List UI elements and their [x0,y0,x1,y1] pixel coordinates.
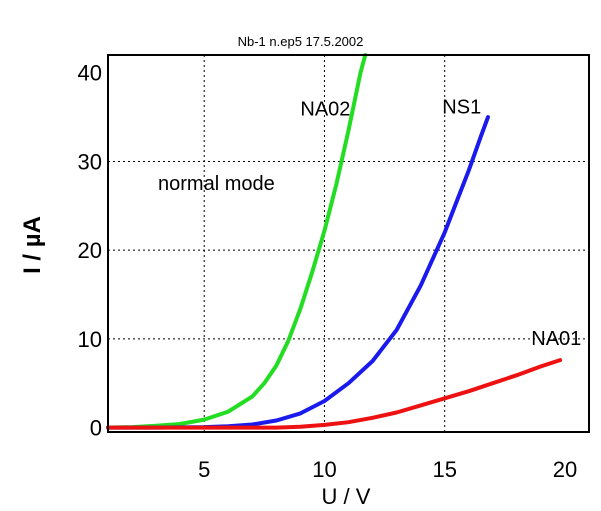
x-tick-label: 20 [553,457,577,482]
y-tick-label: 10 [78,327,102,352]
y-tick-label: 0 [90,416,102,441]
ticks: 5 10 15 20 0 10 20 30 40 [78,61,578,482]
series-labels: NA02 NS1 NA01 [300,97,581,351]
y-tick-label: 20 [78,238,102,263]
plot-frame [107,54,590,433]
grid [108,55,589,432]
y-axis-label: I / µA [19,216,46,274]
chart-title: Nb-1 n.ep5 17.5.2002 [237,34,364,49]
y-tick-label: 40 [78,61,102,86]
series-line-na02 [106,53,368,430]
series-label-na02: NA02 [300,98,350,120]
x-tick-label: 15 [432,457,456,482]
series-line-na01 [106,358,563,430]
annotation-normal-mode: normal mode [158,173,275,195]
series-line-ns1 [106,115,490,430]
series-label-na01: NA01 [531,328,581,350]
x-tick-label: 5 [198,457,210,482]
x-axis-label: U / V [322,484,371,509]
series-group [106,53,563,430]
series-label-ns1: NS1 [442,97,481,119]
y-tick-label: 30 [78,149,102,174]
x-tick-label: 10 [312,457,336,482]
